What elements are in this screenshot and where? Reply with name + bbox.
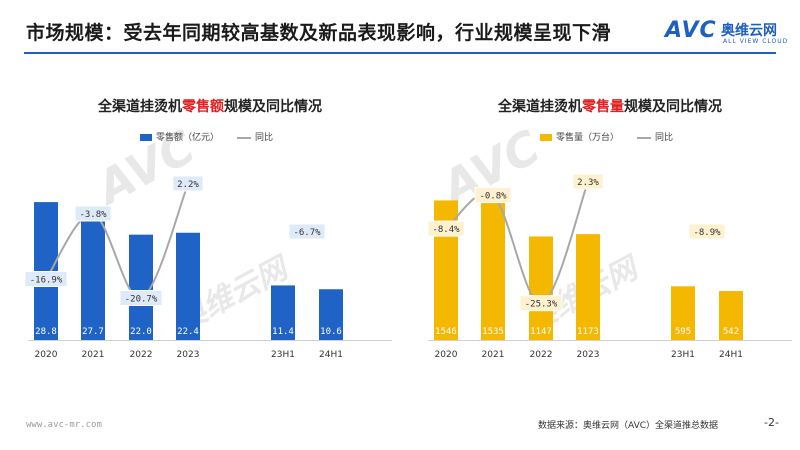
bar-2022 xyxy=(129,234,153,340)
category-label: 24H1 xyxy=(719,350,743,360)
bar-value-label: 11.4 xyxy=(272,327,294,337)
logo-en: ALL VIEW CLOUD xyxy=(723,38,789,45)
bar-value-label: 595 xyxy=(675,327,691,337)
chart-panel-sales-volume: 全渠道挂烫机零售量规模及同比情况 零售量（万台） 同比 1546 2020 1535 2… xyxy=(420,82,800,382)
yoy-label: -0.8% xyxy=(479,192,507,202)
legend-swatch-bar xyxy=(140,134,152,141)
yoy-label: 2.3% xyxy=(577,178,599,188)
logo-cn: 奥维云网 xyxy=(721,23,777,39)
chart-panel-sales-value: 全渠道挂烫机零售额规模及同比情况 零售额（亿元） 同比 28.8 2020 27.7 2… xyxy=(20,82,400,382)
h1-yoy-label: -6.7% xyxy=(293,228,321,238)
chart-sales-volume: 1546 2020 1535 2021 1147 2022 1173 2023 595 23H1 5… xyxy=(427,173,792,360)
yoy-label: -25.3% xyxy=(525,300,558,310)
category-label: 2020 xyxy=(35,350,58,360)
page-number: -2- xyxy=(764,416,779,429)
bar-value-label: 1546 xyxy=(435,327,457,337)
yoy-label-box xyxy=(119,290,163,306)
yoy-label: -3.8% xyxy=(79,210,107,220)
chart-sales-value: 28.8 2020 27.7 2021 22.0 2022 22.4 2023 11.4 23H1… xyxy=(24,175,392,360)
chart-legend: 零售额（亿元） 同比 xyxy=(140,130,273,143)
yoy-label-box xyxy=(474,187,512,204)
category-label: 23H1 xyxy=(271,350,295,360)
bar-value-label: 27.7 xyxy=(82,327,104,337)
bar-2023 xyxy=(576,234,600,340)
bar-value-label: 542 xyxy=(723,327,739,337)
category-label: 2021 xyxy=(482,350,505,360)
bar-2021 xyxy=(81,207,105,340)
yoy-label-box xyxy=(24,271,68,287)
yoy-label-box xyxy=(572,173,604,190)
yoy-label-box xyxy=(74,205,112,222)
category-label: 2023 xyxy=(577,350,600,360)
category-label: 2022 xyxy=(130,350,153,360)
bar-value-label: 22.4 xyxy=(177,327,199,337)
bar-value-label: 28.8 xyxy=(35,327,57,337)
legend-label-bar: 零售额（亿元） xyxy=(156,133,220,143)
chart-title: 全渠道挂烫机零售额规模及同比情况 xyxy=(98,99,322,115)
yoy-label: -16.9% xyxy=(30,276,63,286)
bar-value-label: 1173 xyxy=(577,327,599,337)
h1-yoy-label-box xyxy=(688,223,726,240)
yoy-line xyxy=(45,183,189,300)
bar-2021 xyxy=(481,201,505,340)
page-title: 市场规模：受去年同期较高基数及新品表现影响，行业规模呈现下滑 xyxy=(26,22,612,44)
bar-value-label: 1147 xyxy=(530,327,552,337)
legend-swatch-line xyxy=(637,136,652,139)
yoy-label-box xyxy=(427,220,465,237)
yoy-line xyxy=(445,181,589,305)
h1-yoy-label: -8.9% xyxy=(693,228,721,238)
bar-value-label: 10.6 xyxy=(320,327,342,337)
category-label: 2021 xyxy=(82,350,105,360)
legend-label-line: 同比 xyxy=(255,133,274,143)
bar-24H1 xyxy=(319,289,343,340)
bar-2022 xyxy=(529,236,553,340)
yoy-label-box xyxy=(172,175,204,192)
yoy-label-box xyxy=(519,295,563,312)
chart-legend: 零售量（万台） 同比 xyxy=(540,130,673,143)
legend-label-line: 同比 xyxy=(655,133,674,143)
title-divider xyxy=(24,52,776,54)
category-label: 2022 xyxy=(530,350,553,360)
bar-23H1 xyxy=(671,286,695,340)
yoy-label: 2.2% xyxy=(177,180,199,190)
legend-swatch-line xyxy=(237,136,252,139)
yoy-label: -8.4% xyxy=(432,225,460,235)
category-label: 23H1 xyxy=(671,350,695,360)
category-label: 2020 xyxy=(435,350,458,360)
brand-logo: AVC 奥维云网 ALL VIEW CLOUD xyxy=(665,16,789,50)
chart-title: 全渠道挂烫机零售量规模及同比情况 xyxy=(498,99,722,115)
header: 市场规模：受去年同期较高基数及新品表现影响，行业规模呈现下滑 AVC 奥维云网 … xyxy=(0,0,800,58)
bar-23H1 xyxy=(271,285,295,340)
bar-value-label: 1535 xyxy=(482,327,504,337)
category-label: 24H1 xyxy=(319,350,343,360)
bar-24H1 xyxy=(719,291,743,340)
footer-url: www.avc-mr.com xyxy=(26,420,102,430)
data-source: 数据来源：奥维云网（AVC）全渠道推总数据 xyxy=(538,421,719,431)
yoy-label: -20.7% xyxy=(125,295,158,305)
bar-2023 xyxy=(176,232,200,340)
h1-yoy-label-box xyxy=(288,223,326,240)
logo-mark: AVC xyxy=(665,18,717,43)
bar-value-label: 22.0 xyxy=(130,327,152,337)
legend-swatch-bar xyxy=(540,134,552,141)
category-label: 2023 xyxy=(177,350,200,360)
legend-label-bar: 零售量（万台） xyxy=(556,133,620,143)
